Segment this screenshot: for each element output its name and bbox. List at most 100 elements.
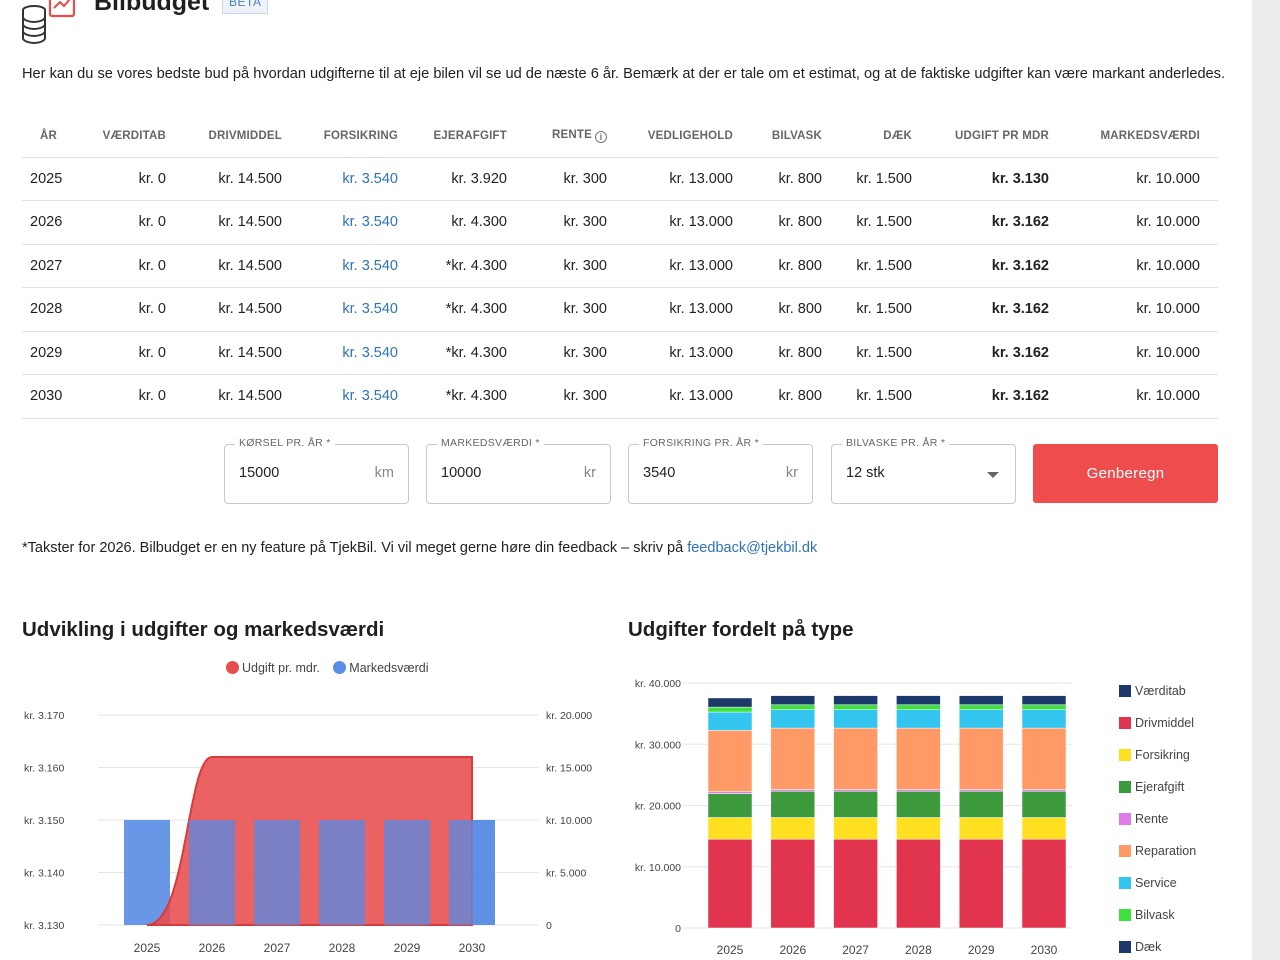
legend-label: Ejerafgift (1135, 780, 1185, 794)
genberegn-button[interactable]: Genberegn (1033, 444, 1218, 503)
cell-vedligehold: kr. 13.000 (625, 374, 751, 419)
korsel-field[interactable]: KØRSEL PR. ÅR * 15000 km (224, 437, 409, 504)
cell-ejerafgift: *kr. 4.300 (416, 331, 525, 375)
chart1-title: Udvikling i udgifter og markedsværdi (22, 618, 385, 641)
stacked-segment (958, 790, 1004, 818)
legend-label: Reparation (1135, 844, 1197, 858)
legend-item[interactable]: Dæk (1119, 938, 1196, 960)
cell-vaerditab: kr. 0 (84, 331, 184, 375)
cell-rente: kr. 300 (525, 244, 625, 288)
korsel-input[interactable]: 15000 (239, 465, 280, 481)
y-tick-left: kr. 3.160 (24, 763, 64, 775)
col-header-forsikring: FORSIKRING (300, 115, 416, 158)
cell-year: 2027 (22, 244, 84, 288)
legend-swatch-icon (1119, 909, 1131, 921)
x-tick-label: 2025 (717, 943, 744, 957)
legend-item[interactable]: Ejerafgift (1119, 778, 1196, 810)
stacked-segment (958, 709, 1004, 729)
cell-year: 2025 (22, 157, 84, 201)
table-body: 2025 kr. 0 kr. 14.500 kr. 3.540 kr. 3.920 kr.… (22, 157, 1218, 419)
y-tick: kr. 10.000 (635, 862, 681, 874)
stacked-segment (896, 695, 941, 706)
stacked-segment (833, 727, 878, 790)
cell-forsikring[interactable]: kr. 3.540 (300, 244, 416, 288)
stacked-segment (770, 790, 816, 818)
cell-forsikring[interactable]: kr. 3.540 (300, 331, 416, 375)
markedsvaerdi-field[interactable]: MARKEDSVÆRDI * 10000 kr (426, 437, 611, 504)
col-header-year: ÅR (22, 115, 84, 158)
info-icon[interactable]: i (595, 130, 607, 143)
legend-swatch-icon (1119, 845, 1131, 857)
legend-swatch-icon (1119, 813, 1131, 825)
table-row: 2026 kr. 0 kr. 14.500 kr. 3.540 kr. 4.300 kr.… (22, 200, 1218, 245)
scrollbar[interactable] (1252, 0, 1280, 960)
page: Bilbudget BETA Her kan du se vores bedst… (0, 0, 1252, 960)
cell-daek: kr. 1.500 (840, 200, 930, 245)
y-tick-left: kr. 3.170 (24, 710, 64, 722)
legend-item[interactable]: Forsikring (1119, 746, 1196, 778)
stacked-segment (896, 709, 941, 729)
beta-badge: BETA (222, 0, 269, 14)
cell-drivmiddel: kr. 14.500 (184, 244, 300, 288)
cell-markedsvaerdi: kr. 10.000 (1067, 200, 1218, 245)
stacked-segment (833, 817, 878, 840)
col-header-bilvask: BILVASK (751, 115, 840, 158)
legend-item[interactable]: Drivmiddel (1119, 714, 1196, 746)
legend-item[interactable]: Reparation (1119, 842, 1196, 874)
legend-label: Dæk (1135, 940, 1162, 954)
footnote: *Takster for 2026. Bilbudget er en ny fe… (22, 540, 817, 556)
budget-table: ÅR VÆRDITAB DRIVMIDDEL FORSIKRING EJERAF… (22, 115, 1218, 419)
legend-item[interactable]: Rente (1119, 810, 1196, 842)
cell-udgift-pr-mdr: kr. 3.162 (930, 244, 1067, 288)
cell-forsikring[interactable]: kr. 3.540 (300, 200, 416, 245)
legend-item-udgift[interactable]: Udgift pr. mdr. (226, 661, 320, 675)
chevron-down-icon[interactable] (987, 472, 999, 478)
bar-markedsvaerdi (124, 820, 170, 925)
cell-drivmiddel: kr. 14.500 (184, 287, 300, 332)
x-tick-label: 2026 (779, 943, 806, 957)
table-row: 2027 kr. 0 kr. 14.500 kr. 3.540 *kr. 4.300 kr… (22, 244, 1218, 288)
stacked-segment (958, 838, 1004, 929)
stacked-segment (1021, 789, 1067, 792)
cell-ejerafgift: kr. 3.920 (416, 157, 525, 201)
chart2-title: Udgifter fordelt på type (628, 618, 854, 641)
markedsvaerdi-unit: kr (583, 465, 596, 481)
legend-udgift-label: Udgift pr. mdr. (242, 661, 320, 675)
cell-udgift-pr-mdr: kr. 3.162 (930, 374, 1067, 419)
table-header-row: ÅR VÆRDITAB DRIVMIDDEL FORSIKRING EJERAF… (22, 115, 1218, 158)
col-header-rente-label: RENTE (552, 128, 592, 141)
stacked-segment (707, 817, 753, 840)
forsikring-input[interactable]: 3540 (643, 465, 676, 481)
cell-forsikring[interactable]: kr. 3.540 (300, 287, 416, 332)
cell-rente: kr. 300 (525, 157, 625, 201)
stacked-segment (770, 789, 816, 792)
cell-udgift-pr-mdr: kr. 3.162 (930, 287, 1067, 332)
legend-label: Service (1135, 876, 1177, 890)
chart2-svg: kr. 40.000 kr. 30.000 kr. 20.000 kr. 10.000… (635, 678, 1072, 957)
legend-item-markedsvaerdi[interactable]: Markedsværdi (333, 661, 428, 675)
cell-forsikring[interactable]: kr. 3.540 (300, 374, 416, 419)
legend-item[interactable]: Værditab (1119, 682, 1196, 714)
cell-forsikring[interactable]: kr. 3.540 (300, 157, 416, 201)
col-header-daek: DÆK (840, 115, 930, 158)
stacked-segment (1021, 838, 1067, 929)
stacked-segment (770, 817, 816, 840)
cell-bilvask: kr. 800 (751, 374, 840, 419)
korsel-unit: km (374, 465, 394, 481)
cell-drivmiddel: kr. 14.500 (184, 374, 300, 419)
cell-markedsvaerdi: kr. 10.000 (1067, 157, 1218, 201)
markedsvaerdi-input[interactable]: 10000 (441, 465, 482, 481)
forsikring-field[interactable]: FORSIKRING PR. ÅR * 3540 kr (628, 437, 813, 504)
x-tick-label: 2027 (264, 941, 291, 955)
legend-dot-blue-icon (333, 661, 347, 674)
cell-udgift-pr-mdr: kr. 3.130 (930, 157, 1067, 201)
bilvaske-select[interactable]: BILVASKE PR. ÅR * 12 stk (831, 437, 1016, 504)
cell-ejerafgift: *kr. 4.300 (416, 287, 525, 332)
feedback-email-link[interactable]: feedback@tjekbil.dk (687, 540, 818, 556)
chart2-legend: Værditab Drivmiddel Forsikring Ejerafgift Re… (1119, 682, 1196, 960)
legend-item[interactable]: Service (1119, 874, 1196, 906)
page-title: Bilbudget (94, 0, 210, 16)
cell-vedligehold: kr. 13.000 (625, 157, 751, 201)
legend-item[interactable]: Bilvask (1119, 906, 1196, 938)
stacked-segment (770, 709, 816, 729)
